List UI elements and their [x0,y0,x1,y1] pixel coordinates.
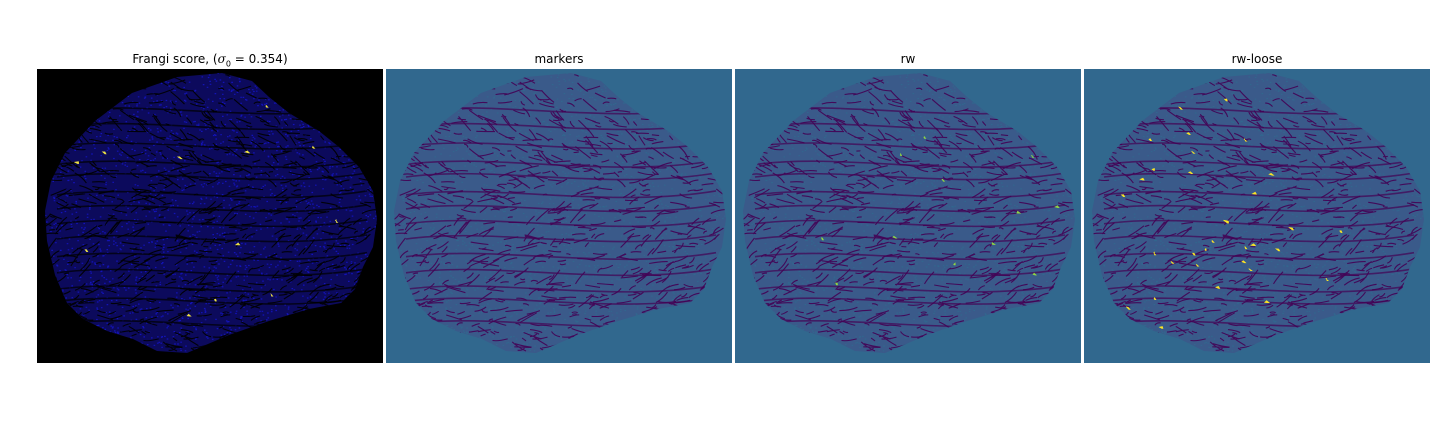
panel-title: Frangi score, (σ0 = 0.354) [37,50,383,68]
texture-canvas [37,69,383,363]
title-suffix: = 0.354) [230,52,288,66]
texture-canvas [386,69,732,363]
panel-markers: markers [386,50,732,364]
panel-title: markers [534,52,584,66]
panel-title: rw [900,52,916,66]
title-subscript: 0 [225,59,231,69]
title-prefix: Frangi score, ( [132,52,218,66]
rw-image [735,69,1081,363]
panel-rw-loose: rw-loose [1084,50,1430,364]
rw-loose-image [1084,69,1430,363]
panel-rw: rw [735,50,1081,364]
panel-frangi-score: Frangi score, (σ0 = 0.354) [37,50,383,364]
title-sigma: σ [217,52,226,66]
texture-canvas [1084,69,1430,363]
texture-canvas [735,69,1081,363]
panel-title: rw-loose [1231,52,1283,66]
markers-image [386,69,732,363]
frangi-score-image [37,69,383,363]
